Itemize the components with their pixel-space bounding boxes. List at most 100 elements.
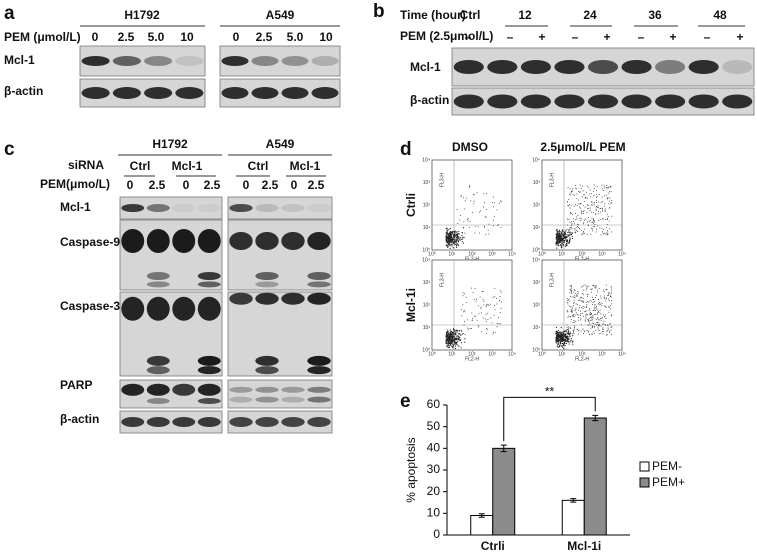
axis-label: FL3-H — [439, 273, 445, 287]
event — [576, 197, 578, 199]
event — [446, 229, 448, 231]
event — [567, 332, 569, 334]
event — [596, 190, 598, 192]
event — [609, 300, 611, 302]
event — [565, 340, 567, 342]
event — [572, 322, 574, 324]
band — [229, 292, 253, 305]
event — [499, 312, 501, 314]
event — [485, 313, 487, 315]
band — [281, 204, 305, 212]
cell-line: A549 — [266, 137, 295, 151]
event — [609, 185, 611, 187]
band — [172, 383, 196, 396]
event — [573, 289, 575, 291]
event — [606, 297, 608, 299]
event — [556, 333, 558, 335]
panel-letter: d — [400, 139, 412, 160]
event — [588, 318, 590, 320]
sirna: Mcl-1 — [172, 159, 203, 173]
band — [487, 60, 518, 74]
event — [587, 293, 589, 295]
event — [569, 194, 571, 196]
event — [560, 241, 562, 243]
event — [569, 237, 571, 239]
band — [688, 60, 719, 74]
axis-tick: 10¹ — [423, 325, 431, 331]
event — [460, 334, 462, 336]
event — [561, 245, 563, 247]
event — [560, 342, 562, 344]
event — [585, 310, 587, 312]
event — [579, 305, 581, 307]
row-label: PARP — [60, 378, 92, 392]
event — [461, 238, 464, 240]
event — [457, 233, 459, 236]
event — [555, 237, 557, 240]
event — [448, 345, 450, 347]
event — [499, 290, 501, 292]
event — [576, 229, 578, 231]
event — [560, 233, 563, 235]
event — [569, 207, 571, 209]
event — [579, 203, 581, 205]
event — [576, 294, 578, 296]
event — [580, 330, 582, 332]
event — [456, 330, 458, 332]
dose: 0 — [127, 178, 134, 192]
event — [581, 211, 583, 213]
dose: 10 — [319, 30, 333, 44]
event — [573, 302, 575, 304]
event — [602, 217, 604, 219]
time: 12 — [518, 8, 532, 22]
event — [563, 231, 565, 233]
event — [557, 233, 559, 235]
event — [459, 239, 461, 241]
event — [602, 323, 604, 325]
event — [607, 198, 609, 200]
event — [557, 236, 559, 238]
band — [307, 386, 331, 393]
event — [590, 327, 592, 329]
event — [568, 242, 570, 244]
blot — [227, 410, 333, 434]
axis-tick: 10² — [423, 302, 431, 308]
event — [571, 233, 573, 235]
event — [565, 331, 567, 333]
event — [569, 335, 571, 337]
event — [584, 319, 586, 321]
event — [591, 221, 593, 223]
event — [498, 323, 500, 325]
event — [479, 232, 481, 234]
band — [487, 94, 518, 109]
event — [452, 240, 454, 242]
event — [586, 191, 588, 193]
y-tick-label: 40 — [427, 441, 441, 455]
event — [580, 220, 582, 222]
event — [582, 307, 584, 309]
event — [454, 333, 456, 335]
band — [621, 94, 652, 109]
event — [586, 185, 588, 187]
event — [486, 208, 488, 210]
event — [556, 229, 558, 231]
event — [589, 189, 591, 191]
band — [520, 94, 551, 109]
event — [559, 341, 561, 343]
event — [464, 293, 466, 295]
event — [567, 328, 569, 331]
event — [606, 289, 608, 291]
band — [146, 281, 170, 288]
y-axis-label: % apoptosis — [404, 437, 418, 502]
event — [570, 204, 572, 206]
event — [569, 289, 571, 291]
event — [557, 346, 559, 348]
sign: + — [538, 30, 545, 44]
event — [576, 218, 578, 220]
event — [576, 216, 578, 218]
event — [458, 333, 460, 335]
event — [561, 339, 563, 341]
axis-tick: 10⁰ — [538, 351, 546, 357]
event — [447, 245, 449, 247]
event — [574, 229, 576, 231]
